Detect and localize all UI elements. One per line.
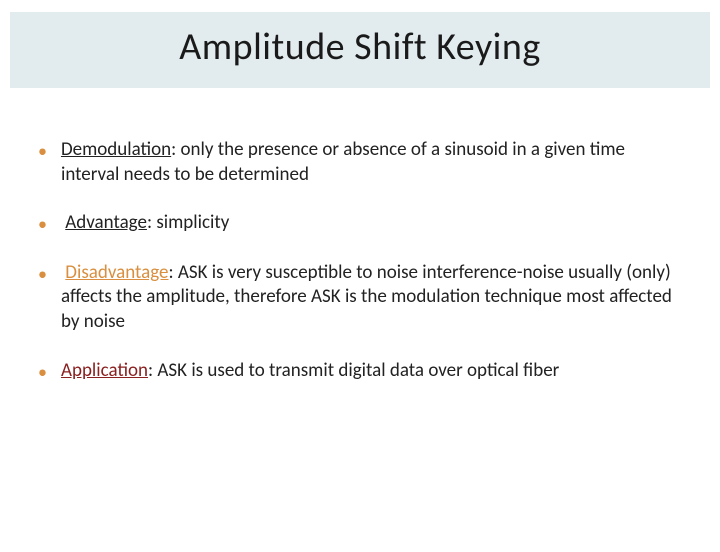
bullet-text: Disadvantage: ASK is very susceptible to… (61, 261, 682, 335)
bullet-label: Application (61, 359, 148, 382)
bullet-label: Advantage (65, 211, 147, 234)
bullet-body: : simplicity (147, 211, 229, 234)
bullet-item: • Application: ASK is used to transmit d… (38, 359, 682, 384)
bullet-label: Disadvantage (65, 261, 168, 284)
title-bar: Amplitude Shift Keying (10, 12, 710, 88)
bullet-marker: • (38, 213, 47, 236)
bullet-body: : ASK is used to transmit digital data o… (148, 359, 559, 382)
slide-title: Amplitude Shift Keying (30, 24, 690, 70)
bullet-text: Demodulation: only the presence or absen… (61, 138, 682, 187)
bullet-text: Advantage: simplicity (61, 211, 682, 236)
slide-content: • Demodulation: only the presence or abs… (0, 88, 720, 384)
bullet-marker: • (38, 140, 47, 163)
bullet-marker: • (38, 361, 47, 384)
bullet-label: Demodulation (61, 138, 171, 161)
bullet-item: • Demodulation: only the presence or abs… (38, 138, 682, 187)
bullet-text: Application: ASK is used to transmit dig… (61, 359, 682, 384)
bullet-item: • Advantage: simplicity (38, 211, 682, 236)
bullet-item: • Disadvantage: ASK is very susceptible … (38, 261, 682, 335)
bullet-marker: • (38, 263, 47, 286)
